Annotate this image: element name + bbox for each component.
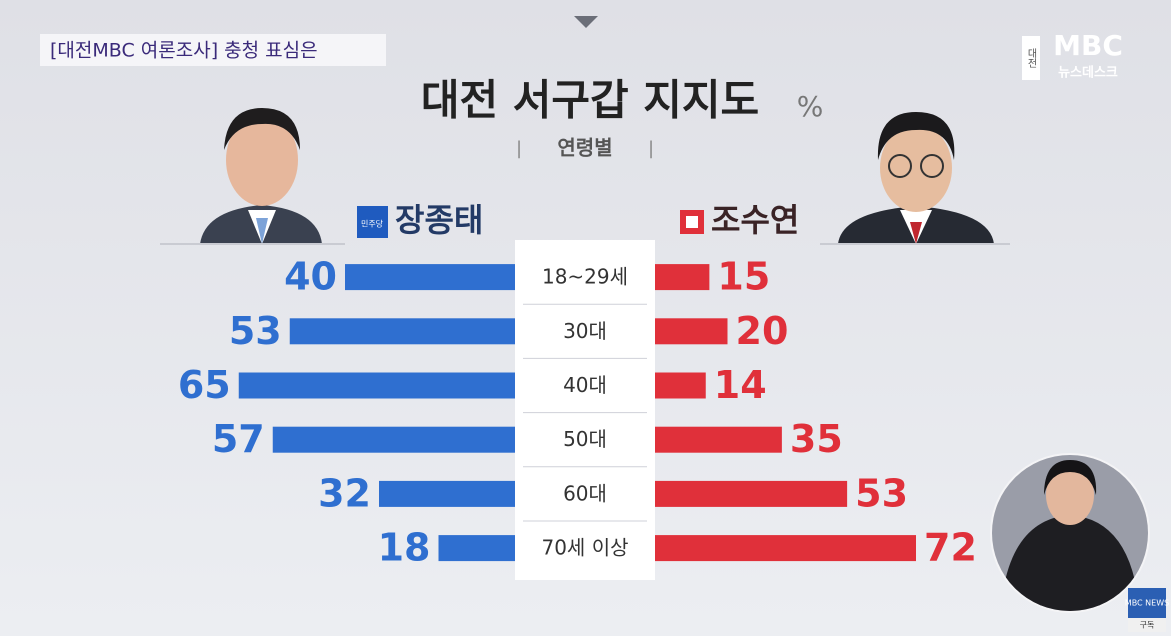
logo-program: 뉴스데스크	[1058, 66, 1118, 81]
value-label-right: 53	[855, 471, 908, 515]
category-label: 18~29세	[542, 265, 628, 289]
category-label: 30대	[563, 319, 607, 343]
chart-title: 대전 서구갑 지지도	[421, 76, 759, 125]
value-label-right: 35	[790, 417, 843, 461]
logo-region-box	[1022, 36, 1040, 80]
subscribe-button[interactable]	[1128, 618, 1166, 632]
value-label-right: 15	[717, 255, 770, 299]
category-panel	[515, 240, 655, 580]
bar-left	[272, 426, 515, 453]
category-label: 50대	[563, 427, 607, 451]
bar-right	[655, 372, 706, 399]
bar-right	[655, 426, 782, 453]
badge	[1128, 588, 1166, 618]
pointer	[574, 16, 598, 28]
bar-left	[289, 318, 515, 345]
value-label-left: 65	[178, 363, 231, 407]
value-label-right: 14	[714, 363, 767, 407]
value-label-left: 40	[284, 255, 337, 299]
bar-right	[655, 318, 728, 345]
party-logo	[357, 206, 388, 238]
bar-left	[438, 535, 515, 562]
legend-right: 조수연	[711, 201, 799, 239]
bar-right	[655, 480, 848, 507]
sign-language-inset	[990, 453, 1150, 613]
bar-right	[655, 264, 710, 291]
party-label: 민주당	[361, 219, 384, 229]
bar-right	[655, 535, 916, 562]
category-label: 40대	[563, 373, 607, 397]
legend-left: 장종태	[395, 201, 483, 239]
logo-brand: MBC	[1053, 29, 1123, 62]
category-label: 70세 이상	[541, 536, 628, 560]
value-label-left: 53	[229, 309, 282, 353]
divider: |	[516, 138, 522, 159]
value-label-left: 32	[318, 471, 371, 515]
bar-left	[238, 372, 515, 399]
portrait-right	[838, 112, 994, 244]
value-label-right: 72	[924, 526, 977, 570]
value-label-right: 20	[736, 309, 789, 353]
portrait-left	[200, 108, 322, 244]
subscribe-label[interactable]: 구독	[1140, 621, 1155, 630]
bar-left	[345, 264, 515, 291]
subtitle: 연령별	[557, 136, 612, 160]
unit: %	[797, 90, 824, 123]
caption-box	[40, 34, 386, 66]
divider: |	[648, 138, 654, 159]
bar-left	[379, 480, 515, 507]
logo-region: 대전	[1025, 48, 1037, 68]
badge-text: MBC NEWS	[1125, 599, 1169, 608]
caption: [대전MBC 여론조사] 충청 표심은	[50, 40, 318, 62]
party-logo-inner	[686, 216, 698, 228]
value-label-left: 18	[378, 526, 431, 570]
category-label: 60대	[563, 481, 607, 505]
value-label-left: 57	[212, 417, 265, 461]
